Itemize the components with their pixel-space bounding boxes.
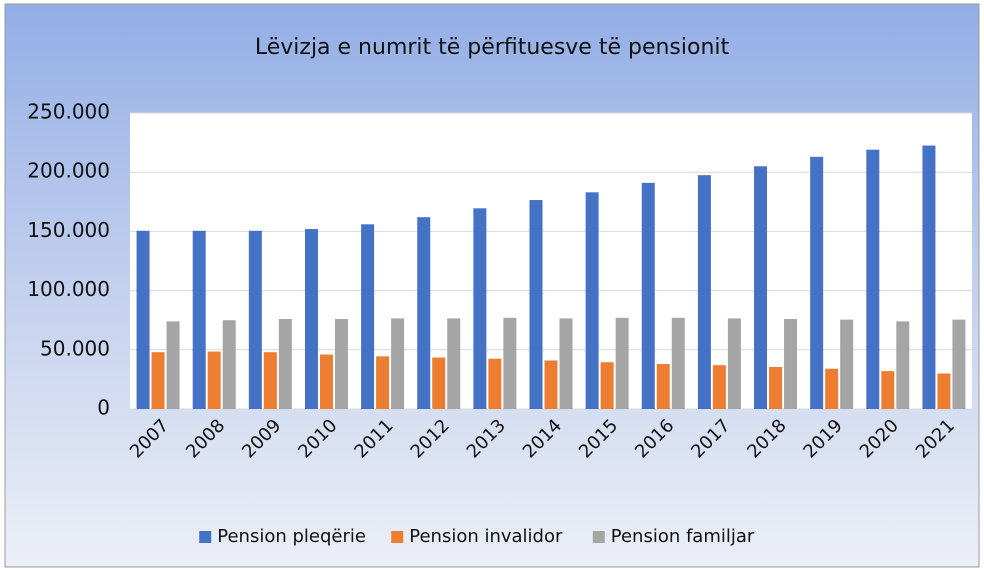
bar: [784, 319, 798, 409]
bar: [615, 317, 629, 409]
bar: [222, 320, 236, 409]
bar: [769, 366, 783, 409]
y-tick-label: 100.000: [27, 277, 110, 301]
bar: [503, 317, 517, 409]
bar: [447, 318, 461, 409]
legend-label: Pension invalidor: [409, 526, 563, 547]
legend-swatch: [592, 531, 605, 543]
bar: [263, 352, 277, 409]
bar: [166, 321, 180, 409]
bar: [825, 368, 839, 409]
bar: [432, 357, 446, 409]
bar: [881, 371, 895, 409]
y-tick-label: 250.000: [27, 100, 110, 124]
bar: [304, 229, 318, 409]
bar: [192, 230, 206, 409]
y-tick-label: 0: [97, 396, 110, 420]
bar: [896, 321, 910, 409]
bar: [922, 145, 936, 409]
bar: [712, 365, 726, 409]
bar: [473, 208, 487, 409]
bar: [937, 373, 951, 409]
bar: [754, 166, 768, 409]
bar: [840, 319, 854, 409]
bar: [334, 319, 348, 409]
bar: [248, 230, 262, 409]
y-tick-label: 50.000: [40, 336, 110, 360]
bar: [151, 352, 165, 409]
bar: [207, 351, 221, 409]
bar: [866, 149, 880, 410]
y-tick-label: 150.000: [27, 218, 110, 242]
bar: [585, 192, 599, 409]
bar: [810, 156, 824, 409]
bar: [952, 319, 966, 409]
bar: [656, 364, 670, 409]
bar: [488, 358, 502, 409]
bar: [391, 318, 405, 409]
bar: [319, 354, 333, 409]
y-tick-label: 200.000: [27, 159, 110, 183]
bar: [136, 230, 150, 409]
bar: [529, 200, 543, 409]
legend-label: Pension familjar: [611, 526, 755, 547]
bar: [697, 175, 711, 409]
legend-swatch: [199, 531, 212, 543]
legend-swatch: [391, 531, 404, 543]
chart-title: Lëvizja e numrit të përfituesve të pensi…: [255, 35, 730, 60]
bar: [361, 224, 375, 409]
bar: [671, 317, 685, 409]
bar: [600, 362, 614, 409]
bar: [278, 319, 292, 409]
bar: [641, 182, 655, 409]
bar: [559, 318, 573, 409]
bar: [544, 360, 558, 409]
bar: [417, 217, 431, 409]
legend-label: Pension pleqërie: [217, 526, 366, 547]
bar: [727, 318, 741, 409]
bar: [376, 356, 390, 409]
